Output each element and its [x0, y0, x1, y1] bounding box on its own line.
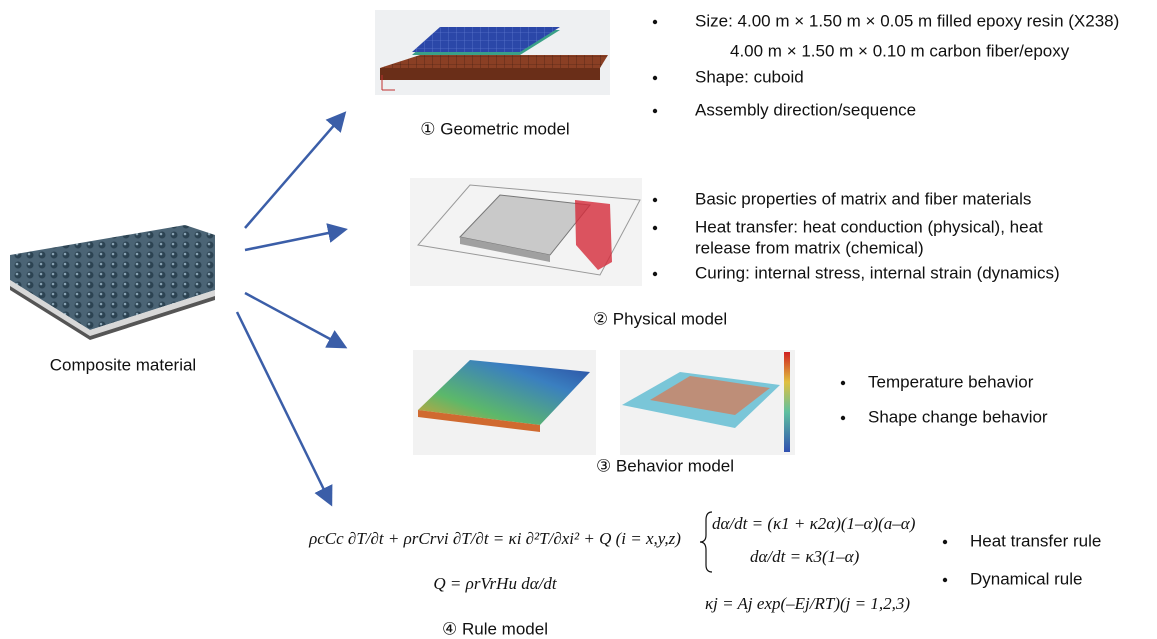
model-caption: ④ Rule model — [442, 619, 548, 638]
equation: κj = Aj exp(–Ej/RT)(j = 1,2,3) — [705, 594, 910, 613]
bullet-dot — [653, 76, 657, 80]
composite-image — [10, 225, 215, 340]
behavior-images — [413, 350, 795, 455]
bullet-text: Temperature behavior — [868, 372, 1034, 391]
bullet-text: Heat transfer rule — [970, 531, 1101, 550]
bullet-text: Dynamical rule — [970, 569, 1082, 588]
bullet-dot — [841, 381, 845, 385]
bullet-text: Heat transfer: heat conduction (physical… — [695, 217, 1043, 236]
model-caption: ② Physical model — [593, 309, 727, 328]
bullet-dot — [653, 109, 657, 113]
arrows — [237, 115, 343, 502]
bullet-text: Curing: internal stress, internal strain… — [695, 263, 1060, 282]
geometric-image — [375, 10, 610, 95]
equation: dα/dt = (κ1 + κ2α)(1–α)(a–α) — [712, 514, 916, 533]
equation: Q = ρrVrHu dα/dt — [433, 574, 557, 593]
bullet-text: Shape: cuboid — [695, 67, 804, 86]
bullet-dot — [653, 198, 657, 202]
rule-brace — [700, 512, 712, 572]
equation: ρcCc ∂T/∂t + ρrCrvi ∂T/∂t = κi ∂²T/∂xi² … — [308, 529, 681, 548]
bullet-text: 4.00 m × 1.50 m × 0.10 m carbon fiber/ep… — [730, 41, 1070, 60]
bullet-text: Basic properties of matrix and fiber mat… — [695, 189, 1031, 208]
bullet-dot — [653, 272, 657, 276]
bullet-text: release from matrix (chemical) — [695, 238, 924, 257]
bullet-dot — [943, 540, 947, 544]
bullet-text: Size: 4.00 m × 1.50 m × 0.05 m filled ep… — [695, 11, 1119, 30]
bullet-dot — [653, 226, 657, 230]
bullet-dot — [653, 20, 657, 24]
model-texts: ① Geometric model Size: 4.00 m × 1.50 m ×… — [308, 11, 1119, 638]
composite-label: Composite material — [50, 355, 196, 374]
bullet-dot — [841, 416, 845, 420]
bullet-dot — [943, 578, 947, 582]
model-caption: ③ Behavior model — [596, 456, 734, 475]
physical-image — [410, 178, 642, 286]
model-caption: ① Geometric model — [420, 119, 569, 138]
bullet-text: Assembly direction/sequence — [695, 100, 916, 119]
diagram: Composite material ① Geometric model Size… — [0, 0, 1157, 639]
bullet-text: Shape change behavior — [868, 407, 1048, 426]
equation: dα/dt = κ3(1–α) — [750, 547, 860, 566]
